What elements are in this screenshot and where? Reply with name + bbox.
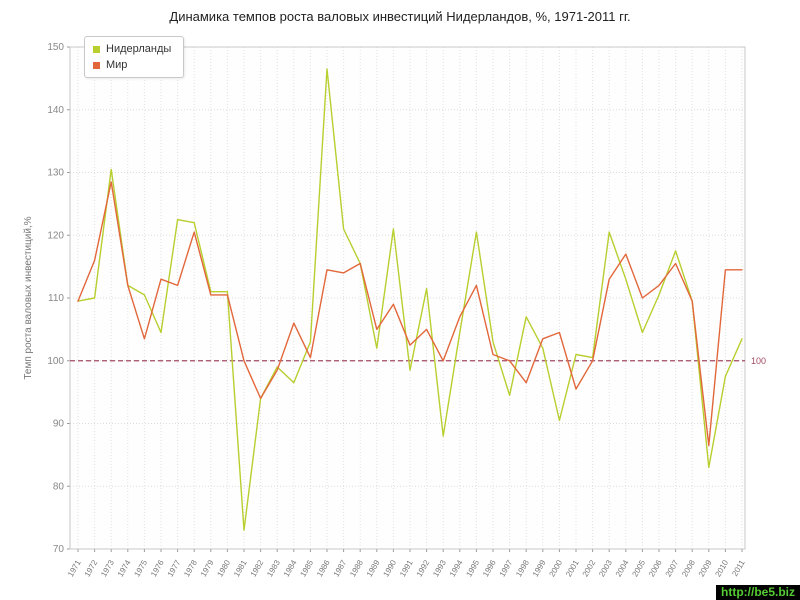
x-tick-label: 1977 xyxy=(166,558,183,578)
x-tick-label: 1975 xyxy=(132,558,149,578)
legend-swatch-0 xyxy=(93,45,100,53)
x-tick-label: 2001 xyxy=(564,558,581,578)
y-tick-label: 150 xyxy=(47,42,64,53)
y-tick-label: 140 xyxy=(47,105,64,116)
x-tick-label: 2010 xyxy=(713,558,730,578)
x-tick-label: 1991 xyxy=(398,558,415,578)
legend-label-1: Мир xyxy=(106,59,128,71)
x-tick-label: 1974 xyxy=(116,558,133,578)
x-tick-label: 1982 xyxy=(249,558,266,578)
x-tick-label: 1980 xyxy=(215,558,232,578)
plot-background xyxy=(70,47,745,549)
series-line-1 xyxy=(77,181,743,447)
reference-line-label: 100 xyxy=(751,356,766,366)
x-tick-label: 2007 xyxy=(664,558,681,578)
x-tick-label: 1994 xyxy=(448,558,465,578)
x-tick-label: 2009 xyxy=(697,558,714,578)
x-tick-label: 1972 xyxy=(83,558,100,578)
series-line-0 xyxy=(77,68,743,531)
legend-label-0: Нидерланды xyxy=(106,43,172,55)
legend-swatch-1 xyxy=(93,61,100,69)
y-tick-label: 120 xyxy=(47,230,64,241)
x-tick-label: 1971 xyxy=(66,558,83,578)
x-tick-label: 1983 xyxy=(265,558,282,578)
plot-border xyxy=(69,46,746,550)
x-tick-label: 1997 xyxy=(498,558,515,578)
y-tick-label: 70 xyxy=(53,544,65,555)
x-tick-label: 1973 xyxy=(99,558,116,578)
x-tick-label: 2006 xyxy=(647,558,664,578)
chart-title: Динамика темпов роста валовых инвестиций… xyxy=(169,9,631,24)
x-tick-label: 1985 xyxy=(298,558,315,578)
x-tick-label: 1978 xyxy=(182,558,199,578)
x-tick-label: 1999 xyxy=(531,558,548,578)
x-tick-label: 1990 xyxy=(381,558,398,578)
x-tick-label: 1992 xyxy=(415,558,432,578)
x-tick-label: 2002 xyxy=(581,558,598,578)
y-tick-label: 80 xyxy=(53,481,65,492)
x-tick-label: 2004 xyxy=(614,558,631,578)
x-tick-label: 1996 xyxy=(481,558,498,578)
x-tick-label: 1979 xyxy=(199,558,216,578)
x-tick-label: 2008 xyxy=(680,558,697,578)
watermark-link[interactable]: http://be5.biz xyxy=(716,585,800,600)
y-tick-label: 110 xyxy=(48,293,64,304)
x-tick-label: 2005 xyxy=(630,558,647,578)
x-tick-label: 1989 xyxy=(365,558,382,578)
x-tick-label: 1998 xyxy=(514,558,531,578)
x-tick-label: 1993 xyxy=(431,558,448,578)
x-tick-label: 2000 xyxy=(547,558,564,578)
x-tick-label: 1984 xyxy=(282,558,299,578)
x-tick-label: 2003 xyxy=(597,558,614,578)
x-tick-label: 1981 xyxy=(232,558,249,578)
x-tick-label: 1988 xyxy=(348,558,365,578)
legend-item-1: Мир xyxy=(93,59,171,71)
x-tick-label: 1986 xyxy=(315,558,332,578)
chart-legend: Нидерланды Мир xyxy=(84,36,185,78)
x-tick-label: 1987 xyxy=(332,558,349,578)
y-tick-label: 100 xyxy=(47,356,64,367)
y-tick-label: 130 xyxy=(47,168,64,179)
legend-item-0: Нидерланды xyxy=(93,43,171,55)
x-tick-label: 1976 xyxy=(149,558,166,578)
x-tick-label: 2011 xyxy=(730,558,747,578)
y-tick-label: 90 xyxy=(53,419,65,430)
x-tick-label: 1995 xyxy=(464,558,481,578)
